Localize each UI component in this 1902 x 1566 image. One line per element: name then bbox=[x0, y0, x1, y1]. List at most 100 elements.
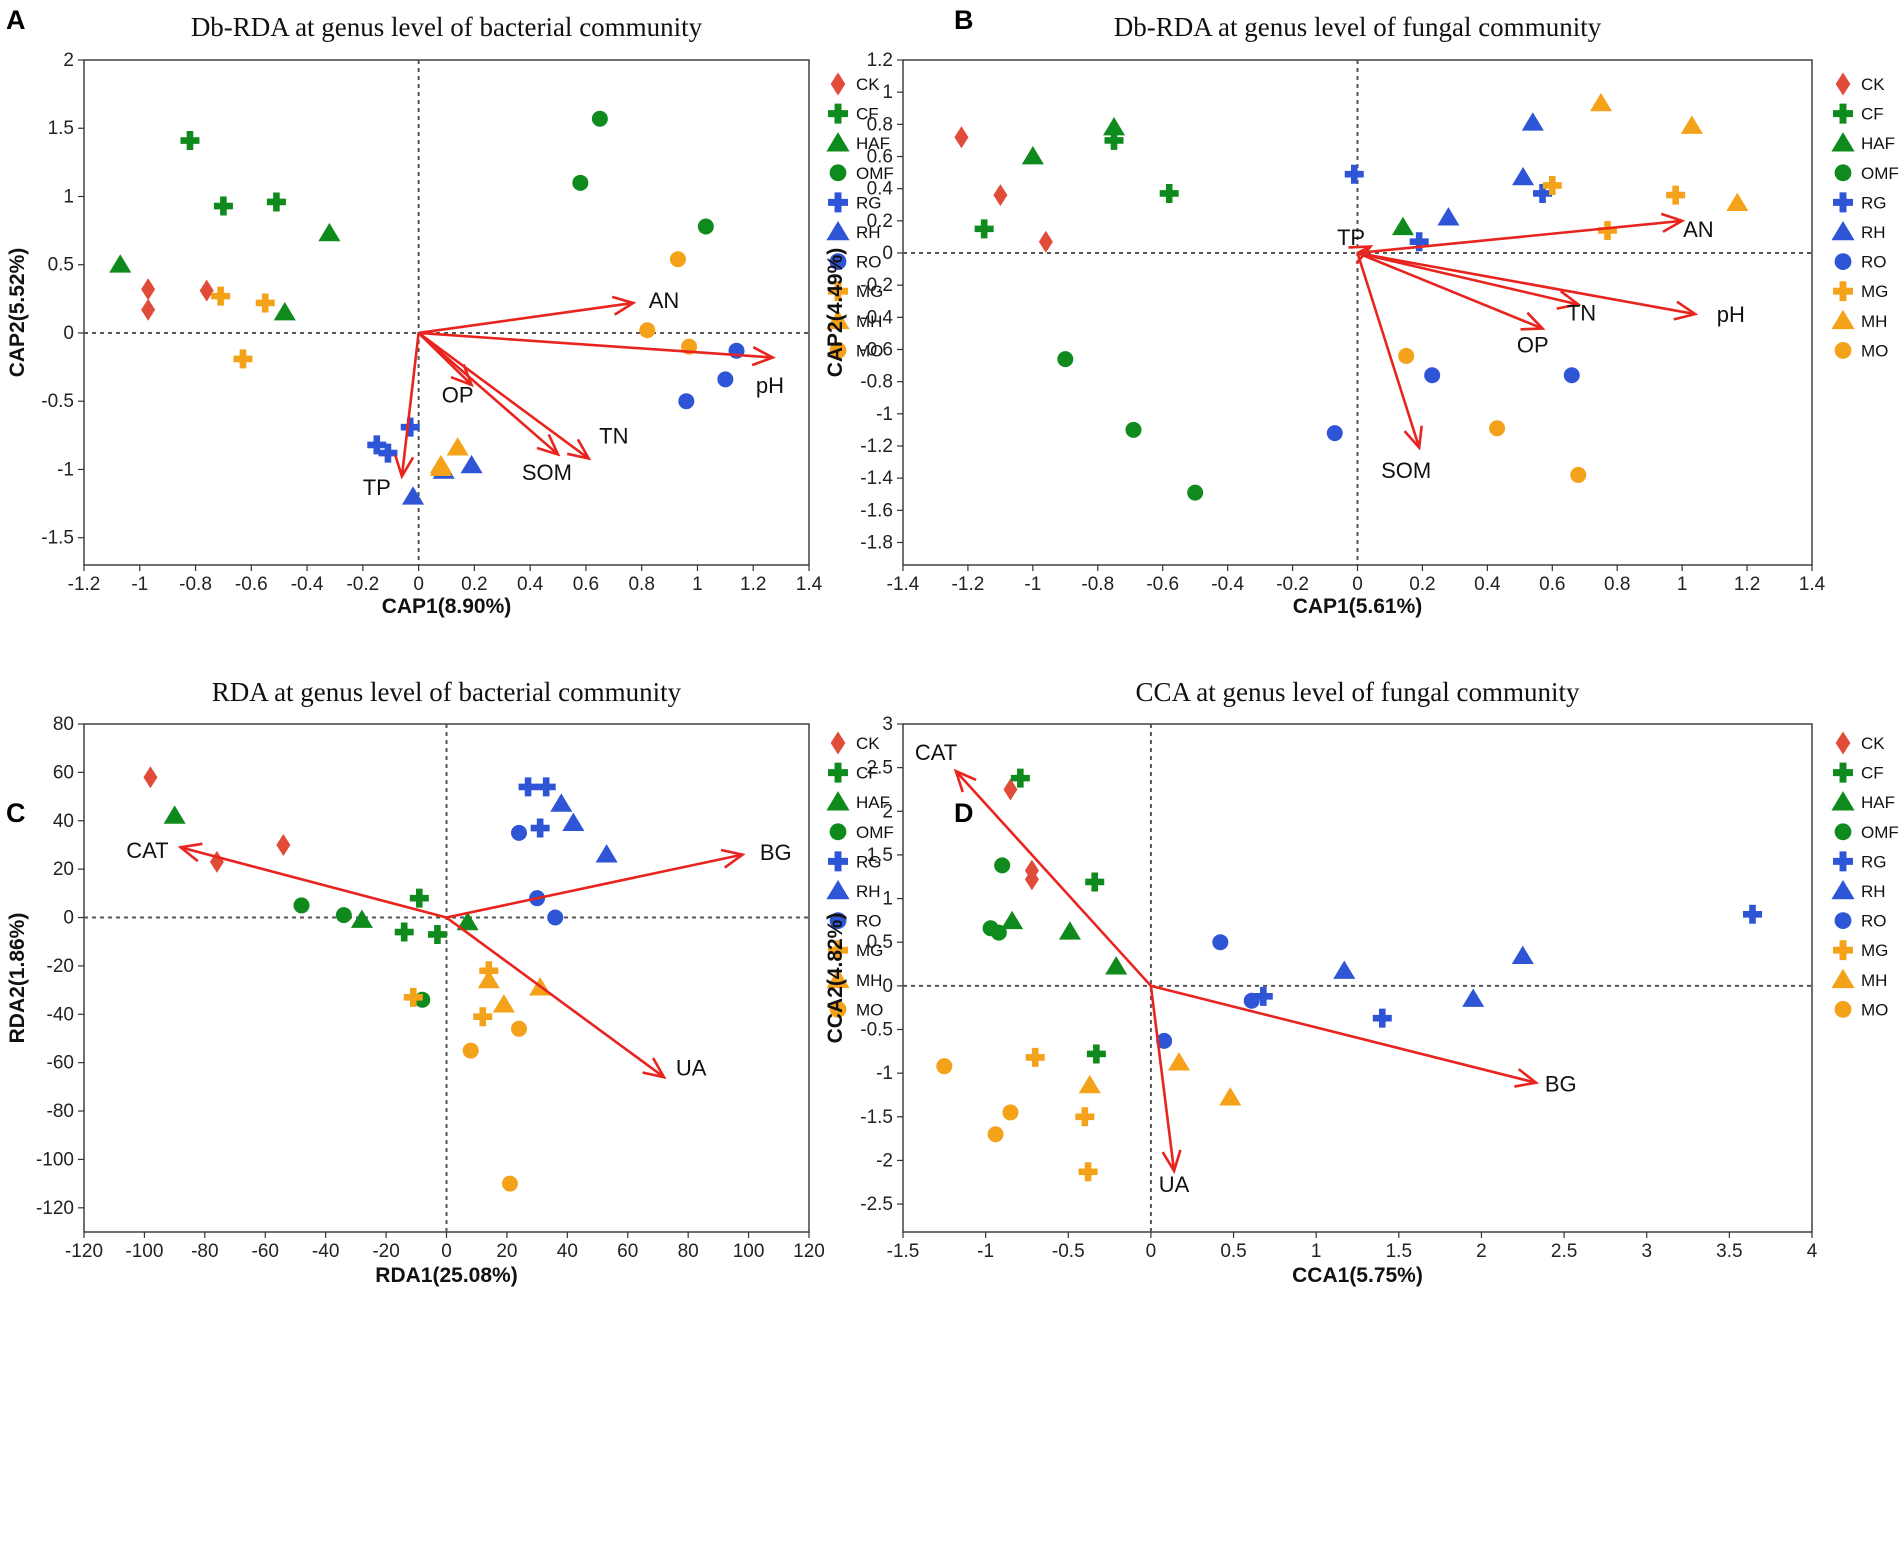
x-tick-label: 2.5 bbox=[1551, 1241, 1577, 1262]
data-point-ck bbox=[1024, 868, 1039, 891]
arrow-label: AN bbox=[649, 288, 680, 313]
data-point-omf bbox=[697, 218, 714, 235]
y-axis-label: RDA2(1.86%) bbox=[6, 913, 29, 1044]
arrow-shaft bbox=[954, 770, 1152, 987]
legend-marker-ro bbox=[1834, 253, 1852, 270]
data-point-ro bbox=[1424, 367, 1441, 384]
data-point-rh bbox=[1511, 945, 1534, 965]
x-tick-label: -1 bbox=[977, 1241, 994, 1262]
x-tick-label: 40 bbox=[557, 1241, 578, 1262]
legend-label: RH bbox=[856, 223, 881, 242]
y-tick-label: -2 bbox=[876, 1150, 893, 1171]
data-point-rg bbox=[1253, 986, 1273, 1006]
x-tick-label: 1.5 bbox=[1386, 1241, 1412, 1262]
data-point-ck bbox=[954, 126, 969, 149]
env-arrow-bg: BG bbox=[1150, 984, 1577, 1097]
arrow-shaft bbox=[418, 301, 634, 335]
x-tick-label: 3.5 bbox=[1716, 1241, 1742, 1262]
plot-frame bbox=[83, 59, 810, 566]
data-point-mo bbox=[501, 1175, 518, 1192]
data-point-cf bbox=[266, 192, 286, 212]
y-tick-label: -120 bbox=[36, 1198, 74, 1219]
arrow-head bbox=[1161, 1149, 1182, 1175]
data-point-haf bbox=[1105, 956, 1128, 975]
arrow-shaft bbox=[1357, 251, 1579, 306]
x-tick-label: 0.4 bbox=[1474, 574, 1501, 595]
legend-marker-omf bbox=[829, 823, 847, 841]
legend-item-haf: HAF bbox=[1831, 132, 1895, 153]
x-axis-label: CCA1(5.75%) bbox=[1292, 1264, 1423, 1287]
x-tick-label: 0.8 bbox=[1604, 574, 1630, 595]
data-point-mh bbox=[1589, 92, 1613, 112]
arrow-label: SOM bbox=[522, 460, 572, 485]
arrow-label: TP bbox=[1337, 225, 1365, 250]
legend-item-rg: RG bbox=[1833, 851, 1887, 871]
data-point-ro bbox=[1563, 367, 1580, 384]
data-point-mh bbox=[1726, 192, 1749, 212]
arrow-label: TN bbox=[1567, 301, 1596, 326]
env-arrow-an: AN bbox=[1357, 212, 1714, 255]
legend-item-cf: CF bbox=[1833, 103, 1884, 124]
data-point-omf bbox=[1057, 351, 1074, 368]
legend-item-rh: RH bbox=[1831, 879, 1886, 901]
y-tick-label: 2.5 bbox=[867, 758, 893, 779]
legend-label: OMF bbox=[1861, 823, 1899, 842]
legend-label: CF bbox=[1861, 764, 1884, 783]
data-point-mg bbox=[473, 1007, 493, 1027]
legend-label: RO bbox=[856, 912, 882, 931]
plot-frame bbox=[83, 723, 810, 1233]
x-tick-label: 1.4 bbox=[796, 574, 823, 595]
y-tick-label: 1.5 bbox=[867, 845, 893, 866]
data-point-mg bbox=[1666, 185, 1686, 205]
legend-marker-cf bbox=[1833, 762, 1853, 783]
legend-item-mo: MO bbox=[829, 1000, 883, 1019]
arrow-shaft bbox=[418, 331, 773, 359]
x-tick-label: -0.2 bbox=[1276, 574, 1309, 595]
data-point-cf bbox=[974, 219, 994, 239]
legend-item-ro: RO bbox=[829, 912, 882, 931]
data-point-ro bbox=[717, 371, 734, 388]
data-point-rh bbox=[1333, 960, 1356, 979]
legend-item-ro: RO bbox=[829, 253, 882, 272]
arrow-shaft bbox=[1356, 252, 1421, 448]
x-tick-label: -1.4 bbox=[887, 574, 920, 595]
env-arrow-cat: CAT bbox=[915, 740, 1152, 987]
data-point-ro bbox=[1156, 1032, 1173, 1049]
legend-label: CF bbox=[1861, 105, 1884, 124]
env-arrow-an: AN bbox=[418, 288, 680, 335]
legend-item-omf: OMF bbox=[829, 164, 894, 183]
env-arrow-som: SOM bbox=[417, 331, 572, 485]
data-point-mh bbox=[1167, 1052, 1191, 1071]
x-tick-label: 100 bbox=[733, 1241, 765, 1262]
y-tick-label: 1.5 bbox=[48, 118, 74, 139]
legend-marker-rh bbox=[826, 879, 850, 900]
legend-marker-ck bbox=[1835, 72, 1851, 96]
legend-marker-rh bbox=[1831, 879, 1855, 900]
data-point-ck bbox=[199, 279, 214, 302]
y-tick-label: -80 bbox=[47, 1101, 74, 1122]
legend-label: MO bbox=[1861, 341, 1888, 360]
y-tick-label: -1.2 bbox=[860, 436, 893, 457]
x-axis-label: CAP1(8.90%) bbox=[382, 595, 512, 618]
chart-title: RDA at genus level of bacterial communit… bbox=[212, 677, 682, 707]
arrow-shaft bbox=[446, 853, 743, 919]
legend-item-cf: CF bbox=[828, 762, 879, 783]
data-point-rg bbox=[1372, 1008, 1392, 1028]
data-point-omf bbox=[990, 924, 1007, 941]
arrow-shaft bbox=[417, 331, 590, 460]
legend-item-ro: RO bbox=[1834, 912, 1887, 931]
legend-marker-cf bbox=[828, 762, 848, 783]
legend-marker-omf bbox=[1834, 823, 1852, 841]
x-tick-label: -1 bbox=[131, 574, 148, 595]
y-tick-label: 40 bbox=[53, 811, 74, 832]
legend-item-mo: MO bbox=[829, 341, 883, 360]
data-point-haf bbox=[1058, 921, 1081, 940]
x-tick-label: 2 bbox=[1476, 1241, 1487, 1262]
x-tick-label: -1.2 bbox=[952, 574, 985, 595]
y-tick-label: 3 bbox=[882, 714, 893, 735]
legend-marker-mg bbox=[828, 940, 848, 961]
chart-title: CCA at genus level of fungal community bbox=[1136, 677, 1580, 707]
legend: CK CF HAF OMF RG RH RO MG MH MO bbox=[826, 72, 894, 360]
y-tick-label: 0 bbox=[63, 908, 74, 929]
data-point-omf bbox=[293, 897, 310, 914]
